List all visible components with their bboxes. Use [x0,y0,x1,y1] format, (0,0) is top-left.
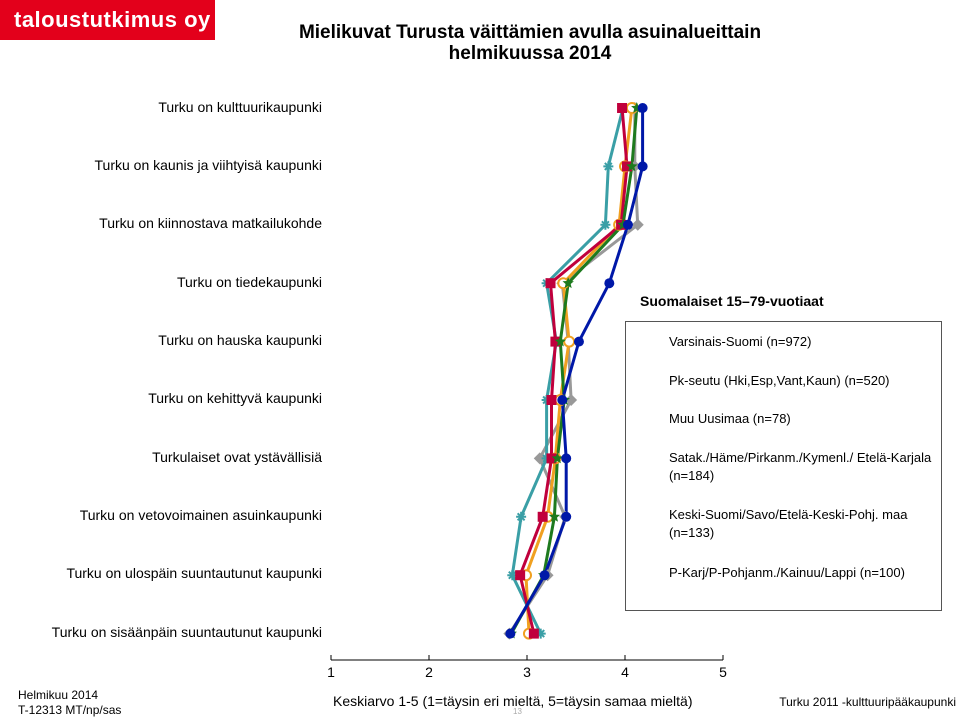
data-point [604,278,615,289]
category-label: Turku on sisäänpäin suuntautunut kaupunk… [51,624,322,640]
legend-item-label: Muu Uusimaa (n=78) [669,411,791,426]
data-point [545,278,556,289]
data-point [516,511,527,522]
x-tick-label: 5 [719,664,727,680]
series-line [509,108,645,635]
data-point [626,160,638,172]
data-point [505,628,516,639]
data-point [551,452,564,464]
data-point [537,511,548,522]
category-label: Turku on hauska kaupunki [158,332,322,348]
category-label: Turku on kulttuurikaupunki [158,99,322,115]
series-line [524,107,634,634]
footer-code: T-12313 MT/np/sas [18,703,122,717]
legend-item-label: Varsinais-Suomi (n=972) [669,334,812,349]
data-point [622,219,633,230]
data-point [573,336,584,347]
data-point [637,103,648,113]
data-point [546,453,557,464]
legend-item-label: P-Karj/P-Pohjanm./Kainuu/Lappi (n=100) [669,565,905,580]
legend-item-label: Pk-seutu (Hki,Esp,Vant,Kaun) (n=520) [669,373,890,388]
data-point [557,395,568,405]
series-line [518,107,629,634]
data-point [539,570,550,581]
footer-date: Helmikuu 2014 [18,688,99,702]
category-label: Turku on kehittyvä kaupunki [148,390,322,406]
data-point [603,161,614,172]
data-point [562,277,574,289]
category-label: Turkulaiset ovat ystävällisiä [152,449,322,465]
category-label: Turku on kaunis ja viihtyisä kaupunki [94,157,323,173]
series-line [510,107,625,635]
brand-logo: taloustutkimus oy [0,0,215,40]
data-point [554,335,566,347]
x-axis-label: Keskiarvo 1-5 (1=täysin eri mieltä, 5=tä… [333,693,693,709]
category-label: Turku on vetovoimainen asuinkaupunki [79,507,322,523]
data-point [561,453,572,464]
data-point [631,102,643,113]
data-point [561,511,572,522]
category-label: Turku on ulospäin suuntautunut kaupunki [66,565,322,581]
legend: Varsinais-Suomi (n=972) Pk-seutu (Hki,Es… [625,321,942,611]
data-point [548,510,561,522]
data-point [600,219,611,230]
chart-title: Mielikuvat Turusta väittämien avulla asu… [260,22,800,64]
chart-title-line-2: helmikuussa 2014 [448,43,612,64]
footer-right: Turku 2011 -kulttuuripääkaupunki [779,695,956,709]
data-point [563,335,576,348]
category-label: Turku on kiinnostava matkailukohde [99,215,322,231]
data-point [565,394,578,406]
chart-title-line-1: Mielikuvat Turusta väittämien avulla asu… [298,22,762,43]
x-tick-label: 4 [621,664,629,680]
data-point [507,570,518,581]
legend-title: Suomalaiset 15–79-vuotiaat [640,293,824,309]
series-line [509,107,639,635]
data-point [528,628,539,639]
data-point [535,628,546,639]
data-point [617,103,628,113]
x-tick-label: 1 [327,664,335,680]
data-point [546,395,557,405]
legend-item-label: Keski-Suomi/Savo/Etelä-Keski-Pohj. maa (… [669,507,908,540]
page-number: 13 [513,707,522,716]
data-point [631,218,644,231]
data-point [550,336,561,347]
legend-item-label: Satak./Häme/Pirkanm./Kymenl./ Etelä-Karj… [669,450,932,483]
x-tick-label: 3 [523,664,531,680]
x-tick-label: 2 [425,664,433,680]
category-label: Turku on tiedekaupunki [176,274,322,290]
data-point [515,570,526,581]
data-point [637,161,648,172]
data-point [621,161,632,172]
